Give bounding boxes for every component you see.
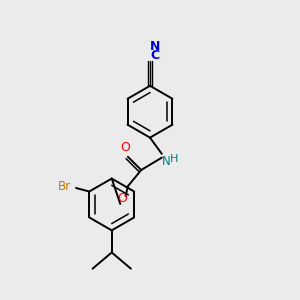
Text: O: O <box>118 192 128 206</box>
Text: O: O <box>120 141 130 154</box>
Text: N: N <box>162 155 171 168</box>
Text: C: C <box>151 49 160 62</box>
Text: H: H <box>170 154 178 164</box>
Text: N: N <box>150 40 160 53</box>
Text: Br: Br <box>58 180 71 193</box>
